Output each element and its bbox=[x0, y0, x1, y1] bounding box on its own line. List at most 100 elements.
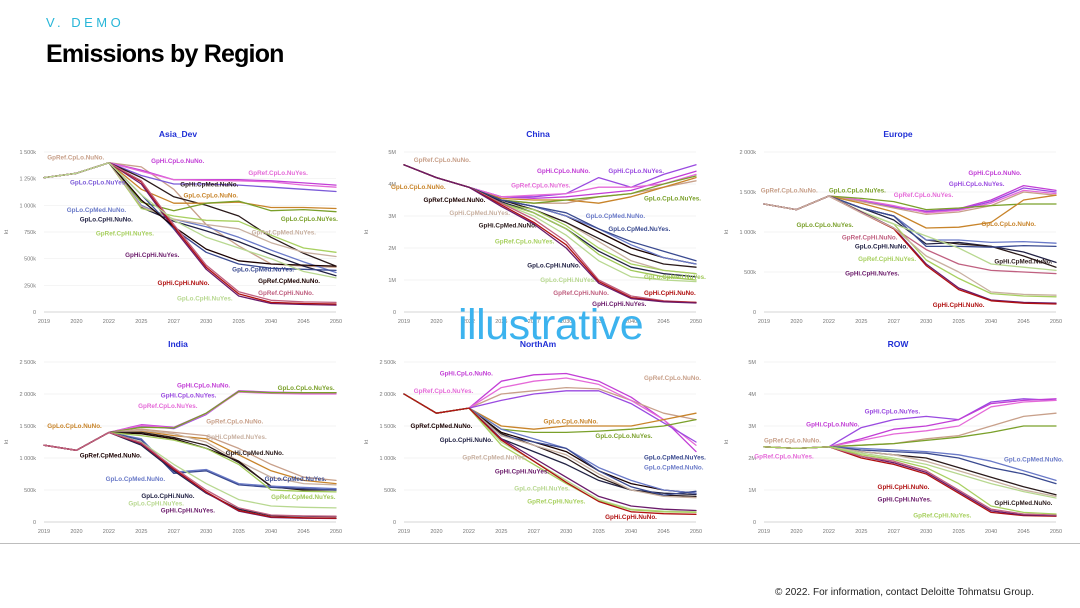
series-label: GpLo.CpMed.NuYes. bbox=[644, 274, 706, 281]
series-label: GpRef.CpLo.NuNo. bbox=[47, 154, 104, 161]
x-tick-label: 2050 bbox=[330, 319, 342, 325]
series-label: GpHi.CpLo.NuNo. bbox=[440, 371, 493, 378]
x-tick-label: 2027 bbox=[168, 319, 180, 325]
x-tick-label: 2025 bbox=[135, 319, 147, 325]
series-line bbox=[43, 162, 337, 279]
y-tick-label: 500k bbox=[384, 488, 396, 494]
series-label: GpHi.CpLo.NuYes. bbox=[949, 181, 1005, 188]
x-tick-label: 2025 bbox=[855, 529, 867, 535]
x-tick-label: 2027 bbox=[888, 529, 900, 535]
series-label: GpRef.CpLo.NuYes. bbox=[754, 453, 814, 460]
series-label: GpRef.CpHi.NuYes. bbox=[858, 256, 916, 263]
y-axis-label: kt bbox=[724, 439, 730, 444]
x-tick-label: 2020 bbox=[790, 319, 802, 325]
series-label: GpHi.CpHi.NuNo. bbox=[644, 290, 696, 297]
series-label: GpRef.CpLo.NuNo. bbox=[764, 437, 821, 444]
y-tick-label: 2 000k bbox=[19, 392, 36, 398]
x-tick-label: 2019 bbox=[758, 319, 770, 325]
series-line bbox=[43, 162, 337, 267]
series-label: GpLo.CpLo.NuYes. bbox=[278, 385, 335, 392]
series-label: GpHi.CpMed.NuNo. bbox=[479, 223, 537, 230]
series-label: GpLo.CpMed.NuYes. bbox=[265, 476, 327, 483]
series-label: GpLo.CpLo.NuYes. bbox=[644, 195, 701, 202]
series-label: GpHi.CpMed.NuYes. bbox=[449, 210, 510, 217]
y-tick-label: 2M bbox=[748, 456, 756, 462]
series-line bbox=[763, 446, 1057, 515]
series-label: GpHi.CpHi.NuYes. bbox=[495, 468, 549, 475]
y-tick-label: 2 500k bbox=[379, 360, 396, 366]
y-tick-label: 1 500k bbox=[379, 424, 396, 430]
x-tick-label: 2035 bbox=[593, 529, 605, 535]
chart-svg: China 0 1M 2M 3M 4M 5M kt 2019 2020 2022 2025 2027 20… bbox=[364, 129, 706, 325]
chart-svg: Asia_Dev 0 250k 500k 750k 1 000k 1 250k 1 500k k… bbox=[4, 129, 342, 325]
x-tick-label: 2022 bbox=[103, 529, 115, 535]
x-tick-label: 2027 bbox=[168, 529, 180, 535]
x-tick-label: 2019 bbox=[38, 529, 50, 535]
x-tick-label: 2040 bbox=[985, 529, 997, 535]
y-tick-label: 0 bbox=[33, 310, 36, 316]
series-line bbox=[403, 164, 697, 265]
y-axis-label: kt bbox=[4, 439, 10, 444]
x-tick-label: 2040 bbox=[265, 319, 277, 325]
x-tick-label: 2035 bbox=[953, 529, 965, 535]
series-label: GpHi.CpLo.NuNo. bbox=[537, 168, 590, 175]
y-tick-label: 2 000k bbox=[379, 392, 396, 398]
y-tick-label: 5M bbox=[748, 360, 756, 366]
series-label: GpLo.CpLo.NuYes. bbox=[829, 187, 886, 194]
chart-svg: NorthAm 0 500k 1 000k 1 500k 2 000k 2 500k kt 20… bbox=[364, 339, 706, 535]
x-tick-label: 2045 bbox=[1017, 529, 1029, 535]
series-label: GpRef.CpMed.NuNo. bbox=[258, 278, 320, 285]
x-tick-label: 2025 bbox=[495, 319, 507, 325]
x-tick-label: 2030 bbox=[560, 319, 572, 325]
chart-svg: India 0 500k 1 000k 1 500k 2 000k 2 500k kt 2019… bbox=[4, 339, 342, 535]
series-label: GpLo.CpLo.NuNo. bbox=[47, 423, 102, 430]
series-label: GpLo.CpHi.NuYes. bbox=[177, 296, 233, 303]
series-label: GpHi.CpMed.NuNo. bbox=[226, 450, 284, 457]
x-tick-label: 2022 bbox=[823, 319, 835, 325]
series-label: GpLo.CpHi.NuYes. bbox=[128, 500, 184, 507]
y-tick-label: 0 bbox=[33, 520, 36, 526]
series-label: GpRef.CpHi.NuNo. bbox=[553, 290, 609, 297]
series-label: GpHi.CpLo.NuNo. bbox=[806, 421, 859, 428]
y-tick-label: 1 000k bbox=[19, 456, 36, 462]
chart-title: ROW bbox=[888, 339, 910, 349]
y-tick-label: 500k bbox=[744, 270, 756, 276]
series-label: GpRef.CpLo.NuYes. bbox=[248, 170, 308, 177]
series-label: GpHi.CpHi.NuNo. bbox=[605, 514, 657, 521]
series-label: GpHi.CpLo.NuYes. bbox=[161, 392, 217, 399]
series-label: GpHi.CpLo.NuNo. bbox=[177, 383, 230, 390]
series-label: GpHi.CpHi.NuNo. bbox=[878, 484, 930, 491]
series-label: GpLo.CpLo.NuYes. bbox=[281, 216, 338, 223]
y-tick-label: 0 bbox=[753, 310, 756, 316]
series-label: GpHi.CpHi.NuNo. bbox=[158, 280, 210, 287]
y-tick-label: 2 500k bbox=[19, 360, 36, 366]
chart-panel-row: ROW 0 1M 2M 3M 4M 5M kt 2019 2020 2022 2025 2027 2030… bbox=[720, 332, 1076, 540]
series-label: GpLo.CpLo.NuYes. bbox=[595, 433, 652, 440]
series-label: GpLo.CpMed.NuNo. bbox=[1004, 457, 1064, 464]
y-tick-label: 500k bbox=[24, 488, 36, 494]
chart-svg: ROW 0 1M 2M 3M 4M 5M kt 2019 2020 2022 2025 2027 2030… bbox=[724, 339, 1064, 535]
series-label: GpLo.CpHi.NuYes. bbox=[514, 486, 570, 493]
series-label: GpHi.CpHi.NuYes. bbox=[161, 507, 215, 514]
y-tick-label: 4M bbox=[748, 392, 756, 398]
chart-panel-asia-dev: Asia_Dev 0 250k 500k 750k 1 000k 1 250k 1 500k k… bbox=[0, 122, 356, 330]
x-tick-label: 2019 bbox=[38, 319, 50, 325]
series-label: GpRef.CpLo.NuYes. bbox=[511, 183, 571, 190]
x-tick-label: 2019 bbox=[398, 319, 410, 325]
chart-panel-europe: Europe 0 500k 1 000k 1 500k 2 000k kt 2019 2020 2… bbox=[720, 122, 1076, 330]
x-tick-label: 2020 bbox=[70, 319, 82, 325]
x-tick-label: 2045 bbox=[657, 319, 669, 325]
chart-title: Asia_Dev bbox=[159, 129, 198, 139]
x-tick-label: 2035 bbox=[233, 319, 245, 325]
series-label: GpRef.CpLo.NuNo. bbox=[206, 419, 263, 426]
chart-panel-china: China 0 1M 2M 3M 4M 5M kt 2019 2020 2022 2025 2027 20… bbox=[360, 122, 716, 330]
chart-panel-northam: NorthAm 0 500k 1 000k 1 500k 2 000k 2 500k kt 20… bbox=[360, 332, 716, 540]
footer-copyright: © 2022. For information, contact Deloitt… bbox=[775, 587, 1034, 598]
series-label: GpLo.CpLo.NuYes. bbox=[70, 179, 127, 186]
series-label: GpLo.CpMed.NuNo. bbox=[67, 207, 127, 214]
series-label: GpLo.CpHi.NuNo. bbox=[440, 437, 493, 444]
y-axis-label: kt bbox=[724, 229, 730, 234]
series-line bbox=[763, 446, 1057, 485]
series-label: GpRef.CpMed.NuYes. bbox=[271, 494, 336, 501]
series-label: GpLo.CpMed.NuYes. bbox=[644, 454, 706, 461]
